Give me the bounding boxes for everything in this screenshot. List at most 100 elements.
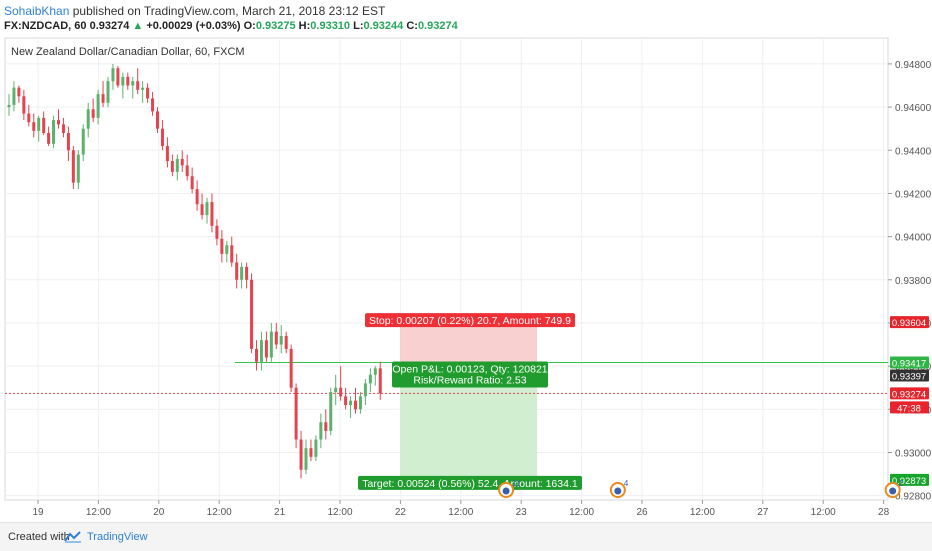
candle-body[interactable] bbox=[42, 117, 46, 133]
candle-body[interactable] bbox=[71, 150, 75, 183]
candle-body[interactable] bbox=[22, 96, 26, 114]
candle-body[interactable] bbox=[12, 87, 16, 105]
candle-body[interactable] bbox=[146, 87, 150, 99]
candle-body[interactable] bbox=[17, 87, 21, 97]
candle-body[interactable] bbox=[220, 238, 224, 254]
candle-body[interactable] bbox=[344, 396, 348, 406]
candle-body[interactable] bbox=[255, 348, 258, 362]
candle-body[interactable] bbox=[101, 94, 105, 103]
x-tick-label: 12:00 bbox=[448, 507, 473, 518]
candle-body[interactable] bbox=[373, 368, 377, 375]
candle-body[interactable] bbox=[205, 202, 209, 216]
event-marker[interactable]: 2 bbox=[884, 479, 904, 498]
event-count: 4 bbox=[624, 479, 629, 488]
candle-body[interactable] bbox=[329, 392, 333, 431]
candle-body[interactable] bbox=[190, 176, 194, 190]
candle-body[interactable] bbox=[274, 331, 278, 345]
candle-body[interactable] bbox=[279, 335, 283, 345]
candle-body[interactable] bbox=[121, 76, 125, 86]
author-link[interactable]: SohaibKhan bbox=[4, 4, 70, 18]
x-tick-label: 19 bbox=[32, 507, 44, 518]
candle-body[interactable] bbox=[37, 117, 41, 131]
candle-body[interactable] bbox=[225, 245, 229, 254]
candles[interactable] bbox=[7, 63, 382, 479]
stop-label[interactable]: Stop: 0.00207 (0.22%) 20.7, Amount: 749.… bbox=[365, 313, 575, 328]
candle-body[interactable] bbox=[141, 87, 145, 90]
candle-body[interactable] bbox=[289, 348, 293, 388]
tradingview-brand[interactable]: TradingView bbox=[87, 531, 148, 543]
candle-body[interactable] bbox=[96, 94, 100, 118]
candle-body[interactable] bbox=[324, 422, 328, 431]
candle-body[interactable] bbox=[368, 374, 372, 384]
candle-body[interactable] bbox=[195, 189, 199, 205]
candle-body[interactable] bbox=[309, 448, 313, 457]
candle-body[interactable] bbox=[116, 68, 120, 86]
event-markers[interactable]: 11 4 2 bbox=[498, 479, 904, 498]
candle-body[interactable] bbox=[106, 81, 110, 103]
target-label[interactable]: Target: 0.00524 (0.56%) 52.4, Amount: 16… bbox=[358, 475, 582, 490]
candle-body[interactable] bbox=[27, 113, 31, 123]
candle-body[interactable] bbox=[57, 120, 60, 125]
candle-body[interactable] bbox=[259, 340, 263, 362]
candle-body[interactable] bbox=[126, 76, 130, 86]
price-label-mark: 0.93397 bbox=[890, 369, 929, 382]
candle-body[interactable] bbox=[299, 439, 303, 470]
pnl-label[interactable]: Open P&L: 0.00123, Qty: 120821Risk/Rewar… bbox=[392, 361, 548, 388]
candle-body[interactable] bbox=[32, 122, 36, 131]
candle-body[interactable] bbox=[151, 98, 155, 112]
candle-body[interactable] bbox=[358, 396, 362, 410]
price-label-text: 47:38 bbox=[897, 403, 921, 414]
candle-body[interactable] bbox=[7, 104, 11, 108]
candle-body[interactable] bbox=[136, 81, 140, 90]
candle-body[interactable] bbox=[76, 154, 80, 183]
price-label-bg bbox=[890, 356, 929, 369]
candle-body[interactable] bbox=[175, 158, 179, 172]
position-labels[interactable]: 0.93604 0.93417 0.93397 0.93274 47:38 0.92873… bbox=[358, 313, 929, 490]
candle-body[interactable] bbox=[47, 132, 51, 144]
candle-body[interactable] bbox=[354, 400, 357, 410]
candle-body[interactable] bbox=[314, 439, 318, 457]
candle-body[interactable] bbox=[304, 448, 308, 470]
candle-body[interactable] bbox=[264, 340, 268, 358]
candle-body[interactable] bbox=[349, 400, 353, 406]
candle-body[interactable] bbox=[131, 81, 135, 86]
candle-body[interactable] bbox=[165, 145, 169, 162]
candle-body[interactable] bbox=[185, 165, 189, 177]
candle-body[interactable] bbox=[245, 266, 249, 280]
candle-body[interactable] bbox=[156, 111, 159, 129]
candle-body[interactable] bbox=[111, 68, 115, 82]
x-tick-label: 12:00 bbox=[207, 507, 232, 518]
candle-body[interactable] bbox=[240, 266, 244, 280]
candle-body[interactable] bbox=[339, 387, 343, 397]
candle-body[interactable] bbox=[294, 387, 298, 440]
candle-body[interactable] bbox=[210, 202, 214, 226]
close-value: 0.93274 bbox=[417, 20, 458, 32]
event-marker[interactable]: 4 bbox=[609, 479, 629, 498]
price-chart[interactable]: New Zealand Dollar/Canadian Dollar, 60, … bbox=[0, 0, 932, 522]
price-axis[interactable]: 0.94800 0.94600 0.94400 0.94200 0.94000 0.938… bbox=[888, 60, 932, 503]
candle-body[interactable] bbox=[269, 331, 273, 358]
candle-body[interactable] bbox=[334, 387, 338, 393]
candle-body[interactable] bbox=[235, 262, 239, 280]
candle-body[interactable] bbox=[61, 124, 65, 133]
time-axis[interactable]: 19 12:00 20 12:00 21 12:00 22 12:00 23 12:00 26 12:… bbox=[32, 500, 890, 518]
candle-body[interactable] bbox=[200, 204, 204, 216]
candle-body[interactable] bbox=[160, 128, 164, 146]
candle-body[interactable] bbox=[250, 279, 254, 349]
candle-body[interactable] bbox=[284, 335, 288, 349]
event-marker[interactable]: 11 bbox=[498, 479, 521, 498]
candle-body[interactable] bbox=[170, 161, 174, 172]
candle-body[interactable] bbox=[86, 109, 90, 129]
candle-body[interactable] bbox=[378, 368, 382, 394]
candle-body[interactable] bbox=[180, 158, 184, 166]
y-tick-label: 0.94000 bbox=[895, 233, 932, 244]
candle-body[interactable] bbox=[91, 109, 95, 118]
candle-body[interactable] bbox=[52, 120, 56, 144]
candle-body[interactable] bbox=[319, 422, 323, 440]
candle-body[interactable] bbox=[215, 225, 219, 239]
stop-zone[interactable] bbox=[400, 322, 537, 363]
candle-body[interactable] bbox=[66, 132, 70, 151]
candle-body[interactable] bbox=[81, 128, 85, 155]
candle-body[interactable] bbox=[363, 383, 367, 397]
candle-body[interactable] bbox=[230, 245, 234, 263]
